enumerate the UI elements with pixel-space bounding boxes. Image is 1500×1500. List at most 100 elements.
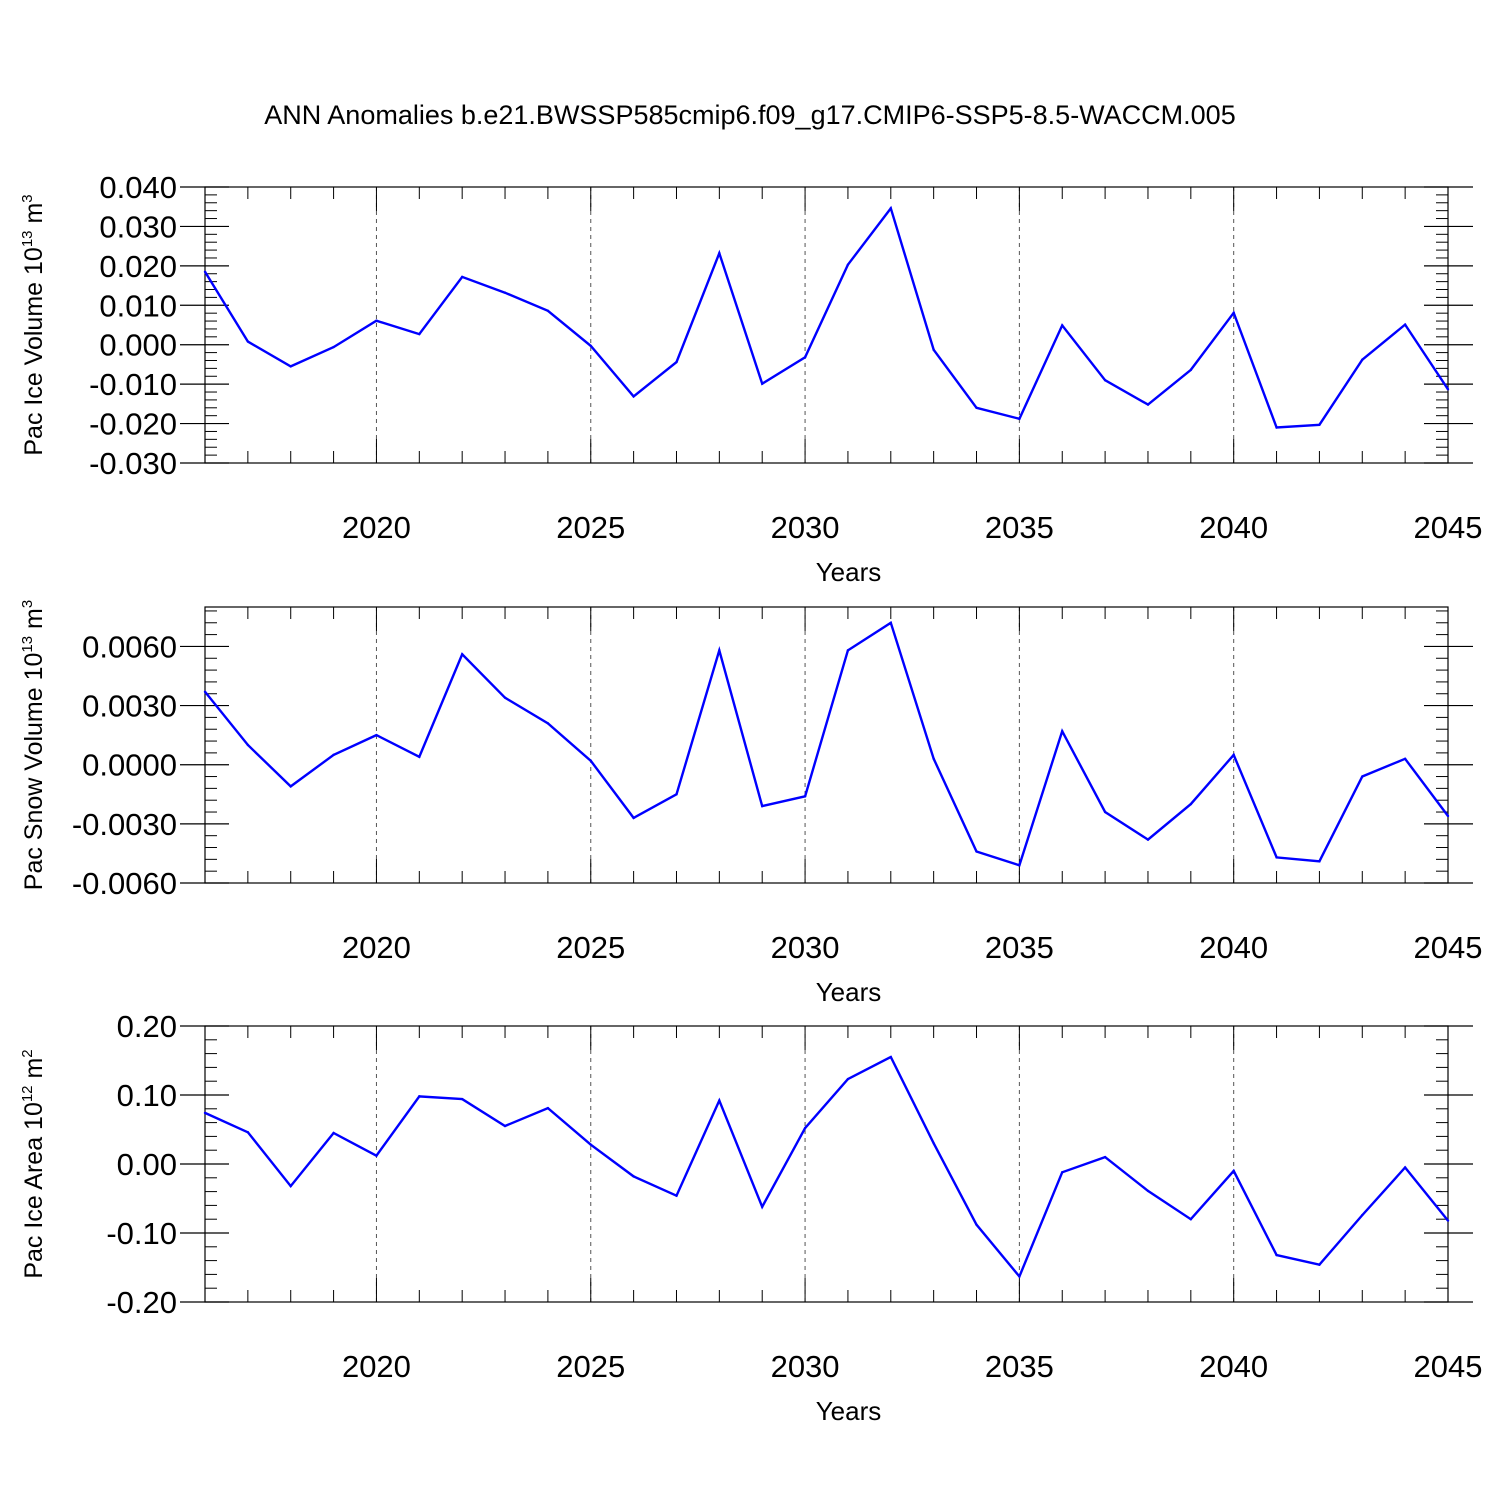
x-tick-label: 2020 bbox=[342, 1349, 411, 1384]
y-axis-label-superscript: 13 bbox=[19, 636, 36, 653]
data-point bbox=[1018, 417, 1021, 421]
x-tick-label: 2030 bbox=[771, 930, 840, 965]
data-point bbox=[1018, 864, 1021, 867]
data-point bbox=[932, 757, 935, 760]
x-tick-label: 2025 bbox=[556, 930, 625, 965]
data-point bbox=[761, 382, 764, 385]
y-axis-label-part: Pac Ice Volume 10 bbox=[20, 247, 48, 455]
data-point bbox=[1146, 1189, 1150, 1193]
x-tick-label: 2045 bbox=[1414, 1349, 1483, 1384]
y-tick-label: -0.20 bbox=[106, 1285, 177, 1320]
data-point bbox=[1232, 311, 1235, 314]
data-point bbox=[803, 356, 807, 359]
x-tick-label: 2020 bbox=[342, 510, 411, 545]
y-axis-label: Pac Snow Volume 1013 m3 bbox=[19, 600, 48, 890]
data-point bbox=[1361, 1213, 1364, 1217]
data-point bbox=[546, 722, 550, 725]
data-point bbox=[1103, 379, 1107, 382]
data-point bbox=[1146, 403, 1150, 406]
data-point bbox=[1403, 1166, 1407, 1169]
x-tick-label: 2030 bbox=[771, 1349, 840, 1384]
data-point bbox=[503, 291, 507, 294]
y-axis-label: Pac Ice Volume 1013 m3 bbox=[19, 194, 48, 455]
data-point bbox=[675, 1194, 678, 1197]
y-tick-label: 0.020 bbox=[99, 249, 177, 284]
data-point bbox=[503, 1124, 507, 1128]
data-point bbox=[975, 1223, 978, 1226]
data-point bbox=[718, 1099, 721, 1102]
x-tick-label: 2020 bbox=[342, 930, 411, 965]
y-tick-label: 0.010 bbox=[99, 288, 177, 323]
data-point bbox=[846, 263, 850, 266]
data-point bbox=[546, 1106, 550, 1110]
y-tick-label: 0.040 bbox=[99, 170, 177, 205]
data-point bbox=[1446, 814, 1450, 818]
series-line bbox=[204, 620, 1449, 867]
data-point bbox=[332, 1131, 335, 1135]
data-point bbox=[889, 621, 892, 624]
x-tick-label: 2035 bbox=[985, 1349, 1054, 1384]
y-tick-label: 0.030 bbox=[99, 209, 177, 244]
data-point bbox=[889, 207, 892, 210]
x-tick-label: 2035 bbox=[985, 510, 1054, 545]
data-point bbox=[1103, 810, 1107, 814]
data-point bbox=[289, 1184, 292, 1188]
data-point bbox=[332, 345, 335, 349]
y-tick-label: 0.0030 bbox=[82, 689, 177, 724]
plot-frame bbox=[204, 606, 1449, 884]
data-point bbox=[1061, 730, 1064, 733]
data-point bbox=[589, 759, 592, 762]
data-point bbox=[1103, 1155, 1107, 1159]
data-point bbox=[546, 309, 550, 313]
x-tick-label: 2040 bbox=[1199, 510, 1268, 545]
data-point bbox=[932, 348, 935, 352]
data-point bbox=[889, 1055, 892, 1059]
data-point bbox=[1275, 1253, 1278, 1257]
data-point bbox=[675, 360, 678, 364]
y-axis-label: Pac Ice Area 1012 m2 bbox=[19, 1049, 48, 1278]
y-axis-label-part: m bbox=[20, 608, 48, 636]
data-point bbox=[975, 406, 978, 409]
data-point bbox=[418, 332, 421, 336]
data-point bbox=[1189, 802, 1193, 806]
data-point bbox=[418, 755, 421, 759]
series-line bbox=[204, 1055, 1449, 1279]
data-point bbox=[375, 733, 378, 737]
y-tick-label: -0.010 bbox=[89, 367, 177, 402]
x-axis-label: Years bbox=[816, 1396, 882, 1426]
y-tick-label: 0.20 bbox=[117, 1009, 177, 1044]
data-point bbox=[246, 1131, 250, 1134]
x-tick-label: 2040 bbox=[1199, 1349, 1268, 1384]
y-tick-label: 0.0060 bbox=[82, 629, 177, 664]
chart-panel-3: -0.20 -0.10 0.00 0.10 0.20 2020 2025 2030 2035 20… bbox=[19, 1009, 1482, 1426]
data-point bbox=[246, 743, 250, 747]
data-point bbox=[1061, 1171, 1064, 1174]
plot-frame bbox=[204, 186, 1449, 464]
data-point bbox=[632, 816, 635, 820]
data-point bbox=[975, 850, 978, 853]
data-point bbox=[675, 793, 678, 796]
data-point bbox=[632, 1175, 635, 1178]
x-tick-label: 2030 bbox=[771, 510, 840, 545]
y-axis-label-part: m bbox=[20, 1058, 48, 1086]
data-point bbox=[1232, 1169, 1235, 1173]
x-tick-label: 2025 bbox=[556, 1349, 625, 1384]
data-point bbox=[375, 319, 378, 322]
y-axis-label-part: Pac Snow Volume 10 bbox=[20, 653, 48, 891]
y-axis-label-part: Pac Ice Area 10 bbox=[20, 1102, 48, 1279]
data-point bbox=[1446, 388, 1450, 391]
x-axis-label: Years bbox=[816, 977, 882, 1007]
data-point bbox=[1189, 368, 1193, 372]
series-line bbox=[203, 205, 1450, 429]
data-point bbox=[1018, 1275, 1021, 1278]
data-point bbox=[460, 275, 464, 279]
chart-panel-1: -0.030 -0.020 -0.010 0.000 0.010 0.020 0.030 0.… bbox=[19, 170, 1482, 587]
y-tick-label: 0.00 bbox=[117, 1147, 177, 1182]
chart-panel-2: -0.0060 -0.0030 0.0000 0.0030 0.0060 2020 2025… bbox=[19, 600, 1482, 1007]
data-point bbox=[289, 785, 292, 788]
y-axis-label-superscript: 3 bbox=[19, 194, 36, 202]
data-point bbox=[1318, 1263, 1321, 1266]
data-point bbox=[1318, 423, 1321, 426]
x-tick-label: 2035 bbox=[985, 930, 1054, 965]
data-point bbox=[203, 1111, 207, 1115]
